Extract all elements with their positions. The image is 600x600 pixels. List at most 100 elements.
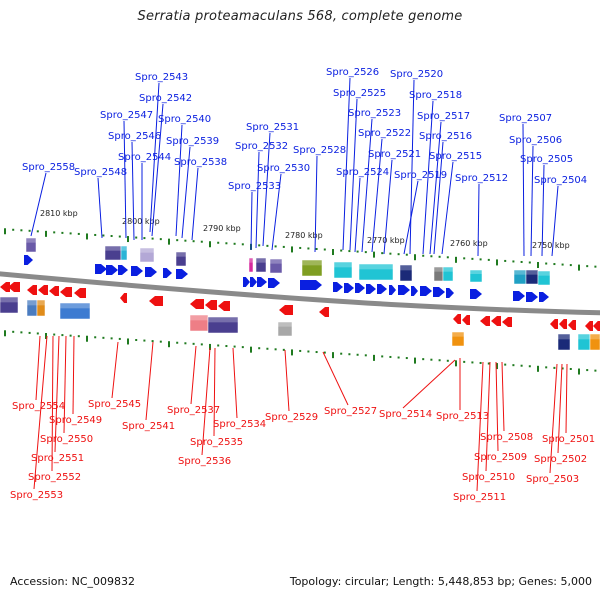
- kbp-label: 2790 kbp: [203, 224, 241, 233]
- gene-label: Spro_2510: [462, 472, 515, 483]
- forward-feature-box-highlight: [538, 271, 550, 276]
- forward-feature-box: [139, 247, 155, 263]
- gene-label: Spro_2540: [158, 114, 211, 125]
- forward-gene-arrow: [398, 285, 410, 295]
- leader-line: [349, 98, 358, 251]
- kbp-label: 2760 kbp: [450, 239, 488, 248]
- leader-line: [51, 335, 54, 472]
- reverse-gene-arrow: [49, 286, 59, 296]
- tick-mark: [77, 232, 80, 235]
- reverse-feature-box: [36, 299, 46, 317]
- gene-label: Spro_2534: [213, 419, 266, 430]
- gene-label: Spro_2505: [520, 154, 573, 165]
- gene-label: Spro_2522: [358, 128, 411, 139]
- leader-line: [522, 123, 525, 257]
- tick-mark: [315, 247, 318, 250]
- tick-mark: [266, 347, 269, 350]
- leader-line: [151, 103, 164, 237]
- forward-gene-arrow: [131, 266, 143, 276]
- tick-mark: [151, 340, 154, 343]
- leader-line: [131, 141, 135, 241]
- forward-feature-box-highlight: [121, 246, 127, 251]
- forward-feature-box-highlight: [470, 270, 482, 274]
- gene-label: Spro_2533: [228, 181, 281, 192]
- tick-mark: [151, 237, 154, 240]
- leader-line: [530, 145, 534, 257]
- gene-label: Spro_2554: [12, 401, 65, 412]
- forward-gene-arrow: [470, 289, 482, 299]
- tick-mark: [45, 333, 47, 339]
- tick-mark: [430, 358, 433, 361]
- reverse-gene-arrow: [491, 316, 501, 326]
- forward-gene-arrow: [513, 291, 525, 301]
- reverse-feature-box-highlight: [0, 297, 18, 303]
- reverse-gene-arrow: [27, 285, 37, 295]
- gene-label: Spro_2507: [499, 113, 552, 124]
- tick-mark: [389, 355, 392, 358]
- gene-label: Spro_2539: [166, 136, 219, 147]
- tick-mark: [364, 354, 367, 357]
- leader-line: [33, 335, 48, 490]
- leader-line: [422, 100, 434, 255]
- tick-mark: [127, 338, 129, 345]
- forward-feature-box-highlight: [105, 246, 121, 251]
- gene-label: Spro_2552: [28, 472, 81, 483]
- tick-mark: [332, 352, 334, 359]
- label-leader-lines: [30, 77, 568, 492]
- forward-feature-box-highlight: [256, 258, 266, 263]
- leader-line: [433, 141, 444, 255]
- kbp-label: 2770 kbp: [367, 236, 405, 245]
- tick-mark: [258, 244, 261, 247]
- leader-line: [429, 121, 442, 255]
- tick-mark: [463, 257, 466, 260]
- leader-line: [201, 347, 211, 456]
- gene-label: Spro_2541: [122, 421, 175, 432]
- forward-feature-box-highlight: [270, 259, 282, 264]
- tick-mark: [217, 344, 220, 347]
- tick-mark: [323, 248, 326, 251]
- gene-label: Spro_2527: [324, 406, 377, 417]
- reverse-gene-arrow: [279, 305, 293, 315]
- gene-label: Spro_2535: [190, 437, 243, 448]
- tick-mark: [373, 354, 375, 361]
- forward-gene-arrow: [355, 283, 365, 293]
- tick-mark: [127, 236, 129, 243]
- leader-line: [403, 180, 419, 255]
- tick-mark: [135, 236, 138, 239]
- tick-mark: [143, 237, 146, 240]
- tick-mark: [496, 259, 498, 266]
- leader-line: [250, 191, 253, 251]
- gene-label: Spro_2528: [293, 145, 346, 156]
- tick-mark: [422, 358, 425, 361]
- tick-mark: [159, 340, 162, 343]
- tick-mark: [209, 241, 211, 248]
- gene-label: Spro_2506: [509, 135, 562, 146]
- reverse-gene-arrow: [0, 282, 10, 292]
- forward-feature-box-highlight: [443, 267, 453, 272]
- forward-gene-arrow: [257, 277, 267, 287]
- tick-mark: [28, 229, 31, 232]
- genome-title: Serratia proteamaculans 568, complete ge…: [137, 9, 463, 24]
- tick-mark: [438, 255, 441, 258]
- forward-feature-box: [175, 251, 187, 267]
- tick-mark: [28, 331, 31, 334]
- kbp-scale-labels: 2810 kbp 2800 kbp 2790 kbp 2780 kbp 2770 kbp…: [40, 209, 570, 250]
- kbp-label: 2800 kbp: [122, 217, 160, 226]
- reverse-feature-box-highlight: [578, 334, 590, 340]
- gene-label: Spro_2536: [178, 456, 231, 467]
- gene-label: Spro_2543: [135, 72, 188, 83]
- gene-label: Spro_2516: [419, 131, 472, 142]
- tick-mark: [569, 264, 572, 267]
- leader-line: [30, 172, 47, 237]
- forward-gene-arrow: [145, 267, 157, 277]
- tick-mark: [471, 361, 474, 364]
- leader-line: [190, 345, 197, 405]
- gene-label: Spro_2511: [453, 492, 506, 503]
- reverse-gene-arrow: [190, 299, 204, 309]
- tick-mark: [463, 360, 466, 363]
- leader-line: [565, 363, 568, 434]
- tick-mark: [561, 367, 564, 370]
- tick-mark: [520, 260, 523, 263]
- tick-mark: [545, 366, 548, 369]
- tick-mark: [578, 368, 580, 375]
